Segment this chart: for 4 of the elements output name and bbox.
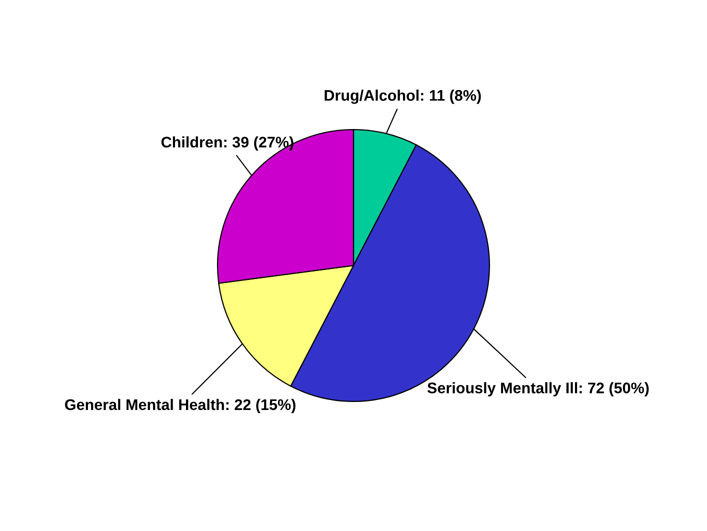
slice-label: General Mental Health: 22 (15%) bbox=[65, 398, 296, 414]
slice-label: Drug/Alcohol: 11 (8%) bbox=[324, 90, 481, 104]
slice-label: Seriously Mentally Ill: 72 (50%) bbox=[427, 382, 649, 396]
slice-label: Children: 39 (27%) bbox=[161, 136, 294, 151]
